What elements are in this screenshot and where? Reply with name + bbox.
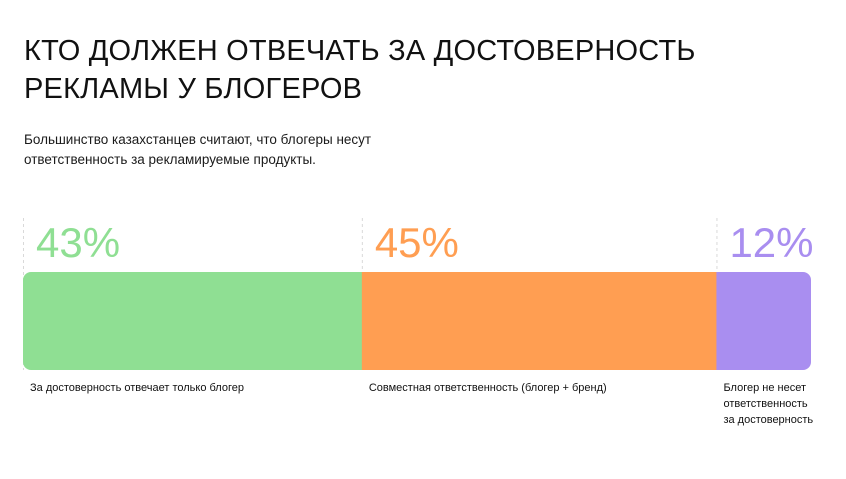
chart-title: КТО ДОЛЖЕН ОТВЕЧАТЬ ЗА ДОСТОВЕРНОСТЬ РЕК… — [24, 32, 784, 108]
chart-subtitle: Большинство казахстанцев считают, что бл… — [24, 130, 444, 170]
bar-segment-3 — [716, 272, 811, 370]
category-label-2: Совместная ответственность (блогер + бре… — [369, 382, 607, 394]
category-label-1: За достоверность отвечает только блогер — [30, 382, 244, 394]
category-label-3-line-2: ответственность — [723, 398, 807, 410]
chart-subtitle-line-1: Большинство казахстанцев считают, что бл… — [24, 132, 372, 147]
category-label-3: Блогер не несет ответственность за достове… — [723, 382, 813, 426]
category-label-3-line-3: за достоверность — [723, 414, 813, 426]
data-label-3: 12% — [729, 219, 813, 266]
chart-title-line-2: РЕКЛАМЫ У БЛОГЕРОВ — [24, 73, 363, 105]
data-label-1: 43% — [36, 219, 120, 266]
data-label-2: 45% — [375, 219, 459, 266]
chart-title-line-1: КТО ДОЛЖЕН ОТВЕЧАТЬ ЗА ДОСТОВЕРНОСТЬ — [24, 35, 696, 67]
chart-subtitle-line-2: ответственность за рекламируемые продукт… — [24, 152, 316, 167]
category-label-3-line-1: Блогер не несет — [723, 382, 806, 394]
bar-segment-2 — [361, 272, 717, 370]
bar-segment-1 — [23, 272, 363, 370]
bar-segments — [23, 272, 811, 370]
category-label-1-line-1: За достоверность отвечает только блогер — [30, 382, 244, 394]
category-label-2-line-1: Совместная ответственность (блогер + бре… — [369, 382, 607, 394]
